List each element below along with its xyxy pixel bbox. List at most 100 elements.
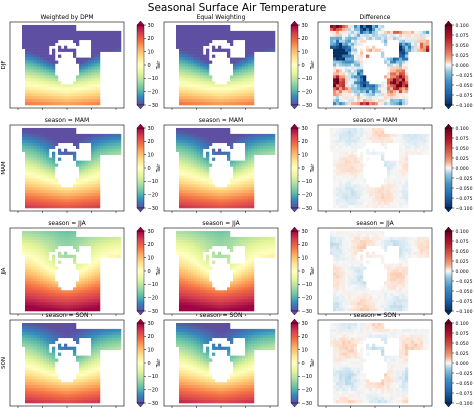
colorbar-tick-label: 10 — [148, 347, 154, 353]
colorbar-jja-1: 30 20 10 0 −10 −20 −30 Tair — [136, 226, 162, 316]
colorbar-tick-label: −30 — [148, 401, 159, 407]
colorbar-tick-label: 20 — [302, 36, 308, 42]
colorbar-tick-label: −20 — [148, 387, 159, 393]
colorbar-tick-label: −30 — [302, 309, 313, 315]
colorbar-tick-label: 0 — [148, 269, 151, 275]
colorbar-tick-label: 0.025 — [456, 259, 469, 265]
colorbar-tick-label: 10 — [148, 152, 154, 158]
colorbar-tick-label: −0.050 — [456, 289, 473, 295]
colorbar-tick-label: 0 — [302, 269, 305, 275]
colorbar-tick-label: 10 — [302, 255, 308, 261]
colorbar-mam-3: 0.100 0.075 0.050 0.025 0.000 −0.025 −0.050 −0.… — [444, 123, 473, 213]
panel-title-jja-3: season = JJA — [356, 220, 394, 227]
colorbar-tick-label: −10 — [302, 282, 313, 288]
colorbar-tick-label: 0.100 — [456, 23, 469, 29]
colorbar-tick-label: 0 — [148, 63, 151, 69]
colorbar-tick-label: −30 — [148, 206, 159, 212]
colorbar-tick-label: −0.025 — [456, 279, 473, 285]
colorbar-tick-label: −20 — [302, 192, 313, 198]
colorbar-djf-2: 30 20 10 0 −10 −20 −30 Tair — [290, 20, 316, 110]
panel-title-mam-1: season = MAM — [45, 117, 89, 124]
colorbar-tick-label: 20 — [148, 36, 154, 42]
colorbar-tick-label: −20 — [302, 295, 313, 301]
colorbar-tick-label: 0 — [148, 361, 151, 367]
panel-title-son-3: season = SON — [354, 312, 397, 319]
colorbar-tick-label: 0.000 — [456, 63, 469, 69]
map-panel-djf-2 — [176, 24, 276, 106]
colorbar-tick-label: 10 — [302, 152, 308, 158]
panel-title-mam-3: season = MAM — [353, 117, 397, 124]
colorbar-label: Tair — [156, 60, 162, 71]
panel-title-jja-1: season = JJA — [48, 220, 86, 227]
colorbar-tick-label: −0.100 — [456, 206, 473, 212]
row-label-djf: DJF — [1, 60, 7, 69]
colorbar-tick-label: 20 — [302, 139, 308, 145]
colorbar-tick-label: 0.075 — [456, 136, 469, 142]
colorbar-tick-label: 30 — [302, 126, 308, 132]
colorbar-tick-label: 0.000 — [456, 269, 469, 275]
colorbar-tick-label: 0.100 — [456, 126, 469, 132]
colorbar-tick-label: 0 — [302, 63, 305, 69]
colorbar-tick-label: 10 — [302, 347, 308, 353]
colorbar-tick-label: 0.075 — [456, 331, 469, 337]
colorbar-tick-label: −10 — [148, 76, 159, 82]
map-panel-jja-3 — [330, 230, 430, 312]
colorbar-tick-label: 30 — [148, 23, 154, 29]
colorbar-tick-label: −0.050 — [456, 83, 473, 89]
colorbar-tick-label: −0.075 — [456, 93, 473, 99]
colorbar-tick-label: −0.075 — [456, 196, 473, 202]
colorbar-djf-1: 30 20 10 0 −10 −20 −30 Tair — [136, 20, 162, 110]
colorbar-tick-label: −10 — [148, 179, 159, 185]
colorbar-tick-label: −30 — [148, 309, 159, 315]
figure-title: Seasonal Surface Air Temperature — [148, 2, 326, 14]
colorbar-son-3: 0.100 0.075 0.050 0.025 0.000 −0.025 −0.050 −0.… — [444, 318, 473, 408]
map-panel-mam-2 — [176, 127, 276, 209]
colorbar-tick-label: 0.025 — [456, 156, 469, 162]
colorbar-tick-label: −10 — [302, 179, 313, 185]
colorbar-tick-label: 30 — [302, 229, 308, 235]
colorbar-tick-label: −0.100 — [456, 309, 473, 315]
colorbar-tick-label: −10 — [302, 76, 313, 82]
colorbar-label: Tair — [156, 358, 162, 369]
colorbar-djf-3: 0.100 0.075 0.050 0.025 0.000 −0.025 −0.050 −0.… — [444, 20, 473, 110]
colorbar-label: Tair — [156, 163, 162, 174]
colorbar-tick-label: 0.025 — [456, 351, 469, 357]
colorbar-tick-label: −10 — [302, 374, 313, 380]
colorbar-tick-label: 20 — [148, 242, 154, 248]
colorbar-tick-label: −30 — [302, 401, 313, 407]
colorbar-tick-label: 0.075 — [456, 239, 469, 245]
colorbar-label: Tair — [310, 163, 316, 174]
colorbar-mam-1: 30 20 10 0 −10 −20 −30 Tair — [136, 123, 162, 213]
colorbar-tick-label: −0.075 — [456, 299, 473, 305]
colorbar-tick-label: −0.050 — [456, 381, 473, 387]
map-panel-son-3 — [330, 322, 430, 404]
colorbar-tick-label: 10 — [302, 49, 308, 55]
panel-grid: DJF Weighted by DPM 30 20 10 0 −10 −20 −30 Tair Eq… — [1, 14, 473, 408]
colorbar-tick-label: 0.100 — [456, 321, 469, 327]
row-label-jja: JJA — [1, 267, 7, 275]
colorbar-tick-label: 0.050 — [456, 249, 469, 255]
panel-title-djf-1: Weighted by DPM — [41, 14, 94, 21]
colorbar-tick-label: 30 — [302, 23, 308, 29]
panel-title-son-2: season = SON — [200, 312, 243, 319]
colorbar-tick-label: −30 — [302, 103, 313, 109]
colorbar-tick-label: 0.050 — [456, 146, 469, 152]
colorbar-label: Tair — [310, 60, 316, 71]
colorbar-tick-label: −0.025 — [456, 176, 473, 182]
colorbar-jja-2: 30 20 10 0 −10 −20 −30 Tair — [290, 226, 316, 316]
panel-title-jja-2: season = JJA — [202, 220, 240, 227]
colorbar-jja-3: 0.100 0.075 0.050 0.025 0.000 −0.025 −0.050 −0.… — [444, 226, 473, 316]
colorbar-tick-label: 0.000 — [456, 361, 469, 367]
colorbar-tick-label: 20 — [302, 242, 308, 248]
colorbar-son-2: 30 20 10 0 −10 −20 −30 Tair — [290, 318, 316, 408]
colorbar-tick-label: 10 — [148, 255, 154, 261]
colorbar-tick-label: −10 — [148, 374, 159, 380]
map-panel-djf-1 — [22, 24, 122, 106]
panel-title-djf-3: Difference — [360, 14, 391, 21]
row-label-son: SON — [1, 357, 7, 369]
map-panel-jja-1 — [22, 230, 122, 312]
colorbar-tick-label: 0.050 — [456, 341, 469, 347]
colorbar-mam-2: 30 20 10 0 −10 −20 −30 Tair — [290, 123, 316, 213]
colorbar-label: Tair — [156, 266, 162, 277]
map-panel-mam-3 — [330, 127, 430, 209]
